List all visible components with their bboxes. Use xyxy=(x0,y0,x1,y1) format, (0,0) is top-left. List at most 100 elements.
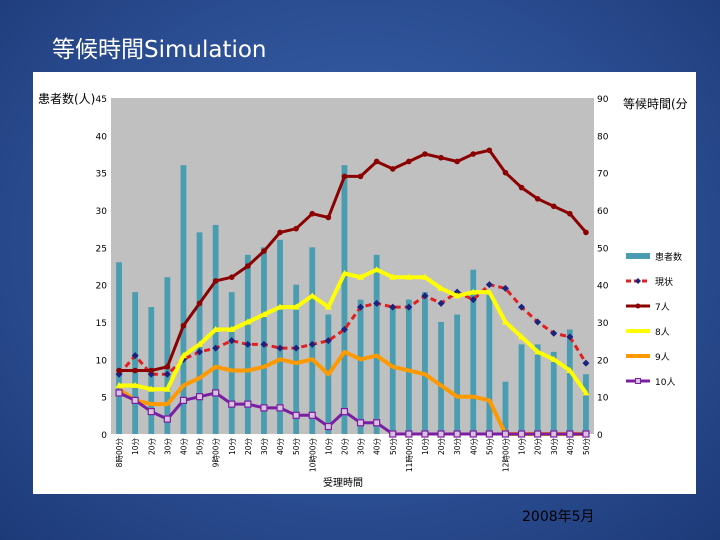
x-tick-label: 12時00分 xyxy=(501,438,510,473)
bar xyxy=(486,292,493,434)
x-tick-label: 20分 xyxy=(244,438,253,456)
x-tick-label: 40分 xyxy=(276,438,285,456)
data-point xyxy=(309,210,316,217)
y-right-tick-label: 90 xyxy=(597,95,609,105)
data-point xyxy=(470,151,477,157)
data-point xyxy=(421,430,429,438)
data-point xyxy=(550,329,558,337)
data-point xyxy=(534,196,541,202)
data-point xyxy=(582,359,590,367)
x-tick-label: 40分 xyxy=(373,438,382,456)
y-right-axis-label: 等候時間(分 xyxy=(623,97,688,111)
data-point xyxy=(485,281,493,289)
wait-time-chart: 患者数(人) 等候時間(分 受理時間 0 5 10 15 20 25 30 35 40 45 0 10… xyxy=(38,91,688,489)
data-point xyxy=(340,325,348,333)
data-point xyxy=(292,344,300,352)
data-point xyxy=(148,367,155,374)
legend-marker xyxy=(635,303,641,309)
y-left-tick-label: 0 xyxy=(101,431,107,441)
legend-label: 患者数 xyxy=(655,251,682,263)
data-point xyxy=(550,203,557,210)
bar xyxy=(566,329,573,434)
data-point xyxy=(340,269,348,276)
data-point xyxy=(324,303,332,310)
data-point xyxy=(276,344,284,352)
data-point xyxy=(437,299,445,307)
data-point xyxy=(566,333,574,341)
legend-label: 10人 xyxy=(655,377,675,388)
data-point xyxy=(324,422,332,431)
x-tick-label: 10分 xyxy=(228,438,237,456)
bar xyxy=(502,381,509,434)
data-point xyxy=(292,411,300,419)
data-point xyxy=(469,288,477,295)
data-point xyxy=(406,158,412,165)
data-point xyxy=(356,419,365,427)
data-point xyxy=(244,400,252,408)
y-left-tick-label: 5 xyxy=(101,394,107,404)
bar xyxy=(116,262,122,434)
data-point xyxy=(534,318,542,326)
data-point xyxy=(163,370,171,378)
y-right-tick-label: 70 xyxy=(597,170,609,180)
data-point xyxy=(550,430,558,438)
y-right-tick-label: 30 xyxy=(597,319,609,329)
y-left-tick-label: 15 xyxy=(96,319,107,329)
x-tick-label: 20分 xyxy=(534,438,543,456)
bar xyxy=(341,165,348,434)
bar xyxy=(261,247,267,434)
data-point xyxy=(453,430,461,438)
data-point xyxy=(469,296,477,304)
bar xyxy=(518,344,525,434)
data-point xyxy=(132,367,138,374)
y-left-axis-label: 患者数(人) xyxy=(38,91,95,106)
data-point xyxy=(116,367,122,374)
bar xyxy=(373,254,380,434)
data-point xyxy=(501,430,510,438)
data-point xyxy=(534,430,542,438)
data-point xyxy=(341,173,348,180)
data-point xyxy=(212,278,219,284)
plot-area xyxy=(111,98,594,434)
data-point xyxy=(357,173,364,180)
chart-panel: 患者数(人) 等候時間(分 受理時間 0 5 10 15 20 25 30 35 40 45 0 10… xyxy=(33,72,696,494)
x-tick-label: 40分 xyxy=(179,438,188,456)
y-left-tick-label: 25 xyxy=(96,244,107,254)
bar xyxy=(309,247,316,434)
data-point xyxy=(115,381,123,388)
data-point xyxy=(582,430,590,438)
y-right-tick-label: 60 xyxy=(597,207,609,217)
x-tick-label: 20分 xyxy=(147,438,156,456)
data-point xyxy=(373,419,381,427)
x-axis-label: 受理時間 xyxy=(323,477,363,489)
y-right-tick-label: 50 xyxy=(597,244,609,254)
data-point xyxy=(308,340,316,348)
data-point xyxy=(469,430,477,438)
data-point xyxy=(277,229,283,236)
x-tick-label: 10分 xyxy=(131,438,140,456)
x-tick-label: 50分 xyxy=(485,438,494,456)
data-point xyxy=(438,154,444,161)
x-tick-label: 10分 xyxy=(518,438,527,456)
legend-marker xyxy=(635,278,641,284)
data-point xyxy=(244,318,252,325)
bar xyxy=(422,292,428,434)
x-tick-label: 8時00分 xyxy=(115,438,124,468)
data-point xyxy=(196,300,203,307)
x-tick-label: 50分 xyxy=(196,438,205,456)
y-right-tick-label: 80 xyxy=(597,132,609,142)
data-point xyxy=(583,229,589,236)
data-point xyxy=(389,166,396,172)
series-line xyxy=(117,283,588,376)
data-point xyxy=(582,389,590,396)
data-point xyxy=(324,337,332,345)
data-point xyxy=(389,303,397,311)
x-tick-label: 20分 xyxy=(340,438,349,456)
data-point xyxy=(518,303,526,311)
bar xyxy=(583,374,589,434)
x-tick-label: 11時00分 xyxy=(405,438,414,473)
data-point xyxy=(147,408,155,416)
y-right-tick-label: 40 xyxy=(597,282,609,292)
data-point xyxy=(389,273,397,280)
x-tick-label: 30分 xyxy=(357,438,366,456)
